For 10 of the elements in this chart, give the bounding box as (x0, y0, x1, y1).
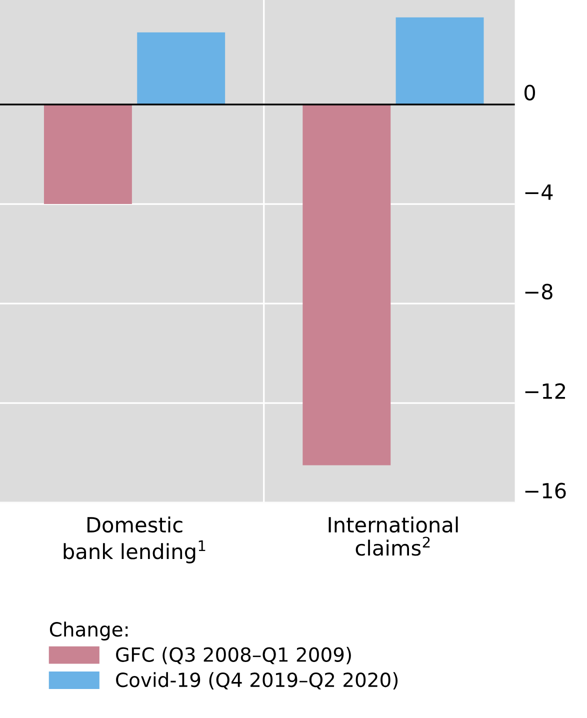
x-tick-label: Domestic bank lending$^{1}$ (64, 516, 206, 564)
y-tick-label: −8 (525, 284, 552, 300)
legend-label: Covid-19 (Q4 2019–Q2 2020) (116, 672, 398, 690)
x-tick-label: International claims$^{2}$ (328, 516, 458, 556)
y-tick-label: −16 (525, 482, 566, 499)
y-tick-label: 0 (524, 84, 536, 100)
legend-title: Change: (50, 622, 128, 640)
y-tick-label: −12 (525, 383, 566, 399)
y-tick-label: −4 (525, 184, 553, 200)
legend-label: GFC (Q3 2008–Q1 2009) (116, 646, 351, 664)
